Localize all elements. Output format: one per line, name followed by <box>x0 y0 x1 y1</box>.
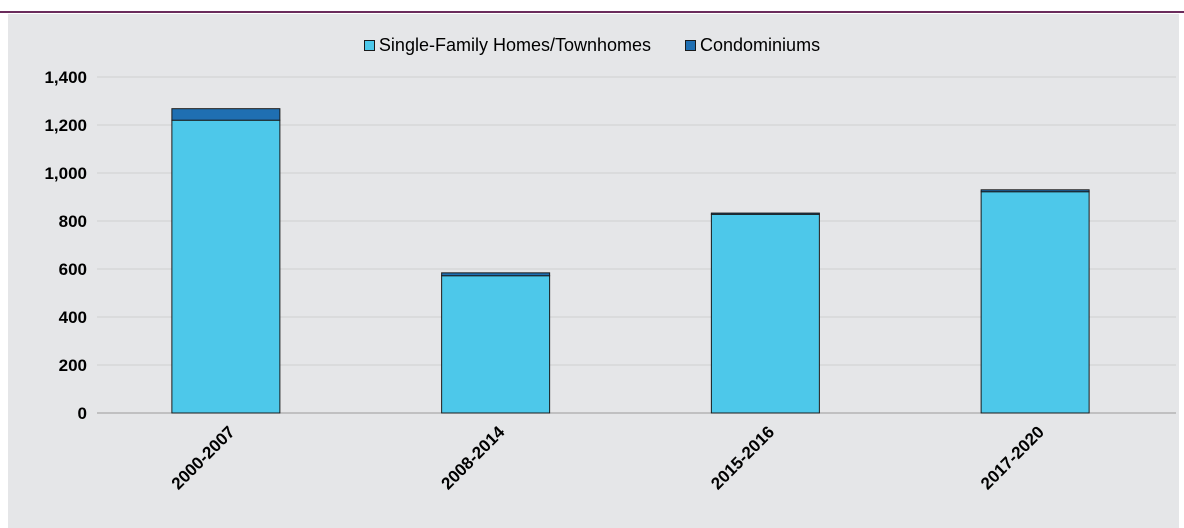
y-tick-label: 1,200 <box>44 116 87 135</box>
x-tick-label: 2000-2007 <box>168 422 239 493</box>
bar-single-family <box>980 191 1090 414</box>
bar-condominiums <box>980 189 1090 193</box>
y-tick-label: 400 <box>59 308 87 327</box>
x-tick-label: 2008-2014 <box>438 422 509 493</box>
legend-swatch-condominiums <box>685 40 697 51</box>
x-tick-label: 2015-2016 <box>707 422 778 493</box>
bar-condominiums <box>171 108 281 121</box>
x-tick-label: 2017-2020 <box>977 422 1048 493</box>
bar-single-family <box>710 213 820 414</box>
y-tick-label: 600 <box>59 260 87 279</box>
bar-condominiums <box>441 272 551 277</box>
legend-label-single-family: Single-Family Homes/Townhomes <box>378 35 652 55</box>
chart-legend: Single-Family Homes/Townhomes Condominiu… <box>0 35 1184 56</box>
y-tick-label: 1,000 <box>44 164 87 183</box>
y-tick-label: 1,400 <box>44 68 87 87</box>
y-tick-label: 0 <box>78 404 87 423</box>
y-tick-label: 200 <box>59 356 87 375</box>
bar-single-family <box>441 275 551 414</box>
header-divider <box>0 11 1184 13</box>
bar-single-family <box>171 119 281 414</box>
y-tick-label: 800 <box>59 212 87 231</box>
legend-swatch-single-family <box>363 40 375 51</box>
bar-condominiums <box>710 212 820 215</box>
legend-item-single-family: Single-Family Homes/Townhomes <box>363 35 652 56</box>
legend-label-condominiums: Condominiums <box>700 35 821 55</box>
legend-item-condominiums: Condominiums <box>685 35 820 56</box>
